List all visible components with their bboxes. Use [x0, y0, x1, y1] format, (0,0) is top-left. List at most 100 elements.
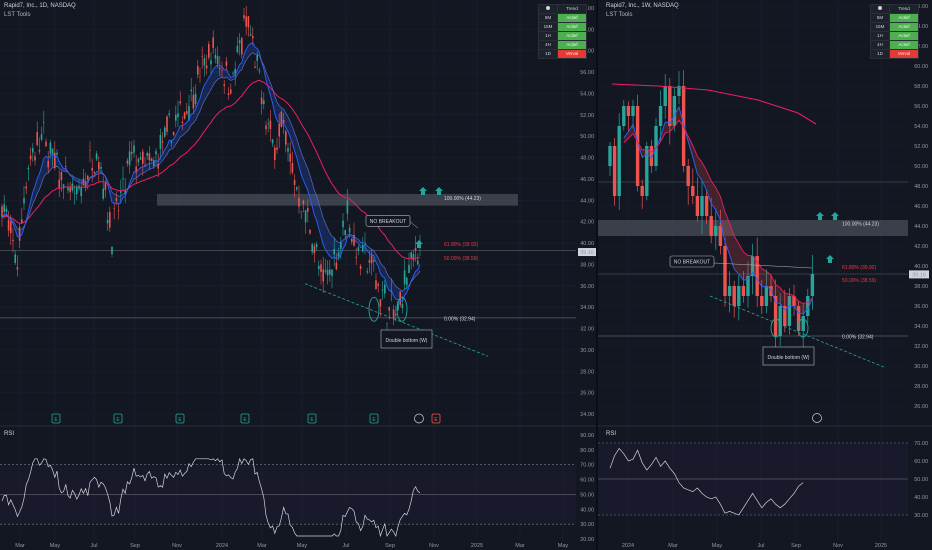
- candle-body: [348, 227, 351, 233]
- trend-status: Actief: [889, 13, 919, 23]
- time-tick-label: 2025: [471, 543, 483, 549]
- right-chart-panel[interactable]: 66.00 64.00 62.00 60.00 58.00 56.00 54.00 52.00…: [598, 0, 932, 550]
- candle-body: [787, 296, 792, 326]
- time-tick-label: Mar: [668, 543, 678, 549]
- price-tick-label: 56.00: [914, 104, 928, 110]
- right-chart-canvas[interactable]: 66.00 64.00 62.00 60.00 58.00 56.00 54.00 52.00…: [598, 0, 932, 550]
- candle-body: [810, 274, 815, 296]
- price-tick-label: 28.00: [580, 369, 594, 375]
- candle-body: [73, 193, 76, 195]
- candle-body: [263, 100, 265, 105]
- earnings-marker-label: E: [243, 417, 247, 423]
- candle-body: [342, 220, 344, 228]
- candle-body: [49, 142, 52, 154]
- time-tick-label: Sep: [791, 543, 801, 549]
- candle-body: [746, 276, 750, 296]
- price-tick-label: 30.00: [914, 364, 928, 370]
- candle-body: [282, 119, 285, 124]
- candle-body: [223, 84, 225, 86]
- candle-body: [201, 56, 203, 58]
- panel-divider[interactable]: [596, 0, 598, 550]
- candle-body: [340, 242, 342, 249]
- candle-body: [135, 166, 137, 173]
- candle-body: [210, 60, 212, 65]
- candle-body: [23, 197, 25, 204]
- bottom-ellipse: [770, 318, 782, 338]
- candle-body: [269, 120, 272, 129]
- candle-body: [267, 123, 269, 125]
- time-tick-label: May: [297, 543, 308, 549]
- rsi-tick-label: 50.00: [914, 477, 928, 483]
- candle-body: [197, 66, 199, 75]
- time-tick-label: 2024: [216, 543, 228, 549]
- candle-body: [131, 152, 133, 154]
- candle-body: [144, 164, 146, 166]
- fib-618-label: 61.80% (39.92): [444, 242, 479, 248]
- up-arrow-icon: [816, 212, 824, 220]
- trend-tf: 5M: [870, 13, 890, 23]
- candle-body: [640, 186, 644, 196]
- candle-body: [236, 45, 239, 53]
- candle-body: [274, 147, 276, 161]
- earnings-marker-icon: [369, 413, 379, 424]
- candle-body: [645, 146, 649, 196]
- candle-body: [69, 186, 71, 193]
- price-tick-label: 50.00: [580, 134, 594, 140]
- candle-body: [172, 131, 175, 135]
- trend-tf: 15M: [538, 22, 558, 32]
- candle-body: [686, 166, 690, 186]
- fast-ma-band: [2, 42, 420, 302]
- candle-body: [170, 141, 173, 144]
- candle-body: [111, 247, 113, 255]
- price-tick-label: 48.00: [914, 184, 928, 190]
- price-tick-label: 42.00: [914, 244, 928, 250]
- candle-body: [10, 221, 12, 234]
- time-tick-label: Mar: [15, 543, 25, 549]
- time-tick-label: 2024: [622, 543, 634, 549]
- price-tick-label: 26.00: [580, 391, 594, 397]
- candle-body: [159, 135, 162, 149]
- earnings-marker-icon: [307, 413, 317, 424]
- candle-body: [93, 172, 96, 174]
- bottom-ellipse: [396, 296, 408, 322]
- left-chart-panel[interactable]: 62.00 60.00 58.00 56.00 54.00 52.00 50.00 48.00…: [0, 0, 596, 550]
- candle-body: [313, 246, 316, 254]
- rsi-tick-label: 90.00: [580, 433, 594, 439]
- candle-body: [626, 106, 631, 116]
- candle-body: [663, 86, 667, 106]
- up-arrow-icon: [826, 255, 834, 263]
- candle-body: [38, 150, 41, 152]
- candle-body: [654, 126, 658, 166]
- candle-body: [335, 262, 338, 270]
- price-tick-label: 36.00: [580, 284, 594, 290]
- price-tick-label: 36.00: [914, 304, 928, 310]
- time-tick-label: May: [50, 543, 61, 549]
- no-breakout-pointer: [409, 221, 419, 229]
- candle-body: [329, 269, 331, 275]
- candle-body: [148, 153, 151, 161]
- candle-body: [192, 95, 195, 109]
- candle-body: [161, 141, 164, 143]
- candle-body: [397, 301, 399, 311]
- candle-body: [45, 141, 47, 147]
- candle-body: [47, 160, 49, 168]
- earnings-marker-icon: [51, 413, 61, 424]
- candle-body: [3, 204, 5, 212]
- candle-body: [188, 106, 190, 121]
- earnings-upcoming-icon: [431, 413, 441, 424]
- candle-body: [254, 66, 256, 68]
- fib-100-label: 100.00% (44.23): [842, 222, 879, 228]
- candle-body: [14, 254, 16, 263]
- time-tick-label: Jul: [90, 543, 97, 549]
- candle-body: [252, 35, 254, 39]
- trend-status: Actief: [557, 22, 587, 32]
- candle-body: [104, 183, 107, 190]
- candle-body: [304, 210, 307, 223]
- price-tick-label: 28.00: [914, 384, 928, 390]
- rsi-line: [609, 447, 804, 516]
- candle-body: [311, 244, 313, 252]
- left-chart-canvas[interactable]: 62.00 60.00 58.00 56.00 54.00 52.00 50.00 48.00…: [0, 0, 596, 550]
- candle-body: [289, 153, 291, 162]
- candle-body: [214, 54, 217, 59]
- candle-body: [732, 286, 736, 306]
